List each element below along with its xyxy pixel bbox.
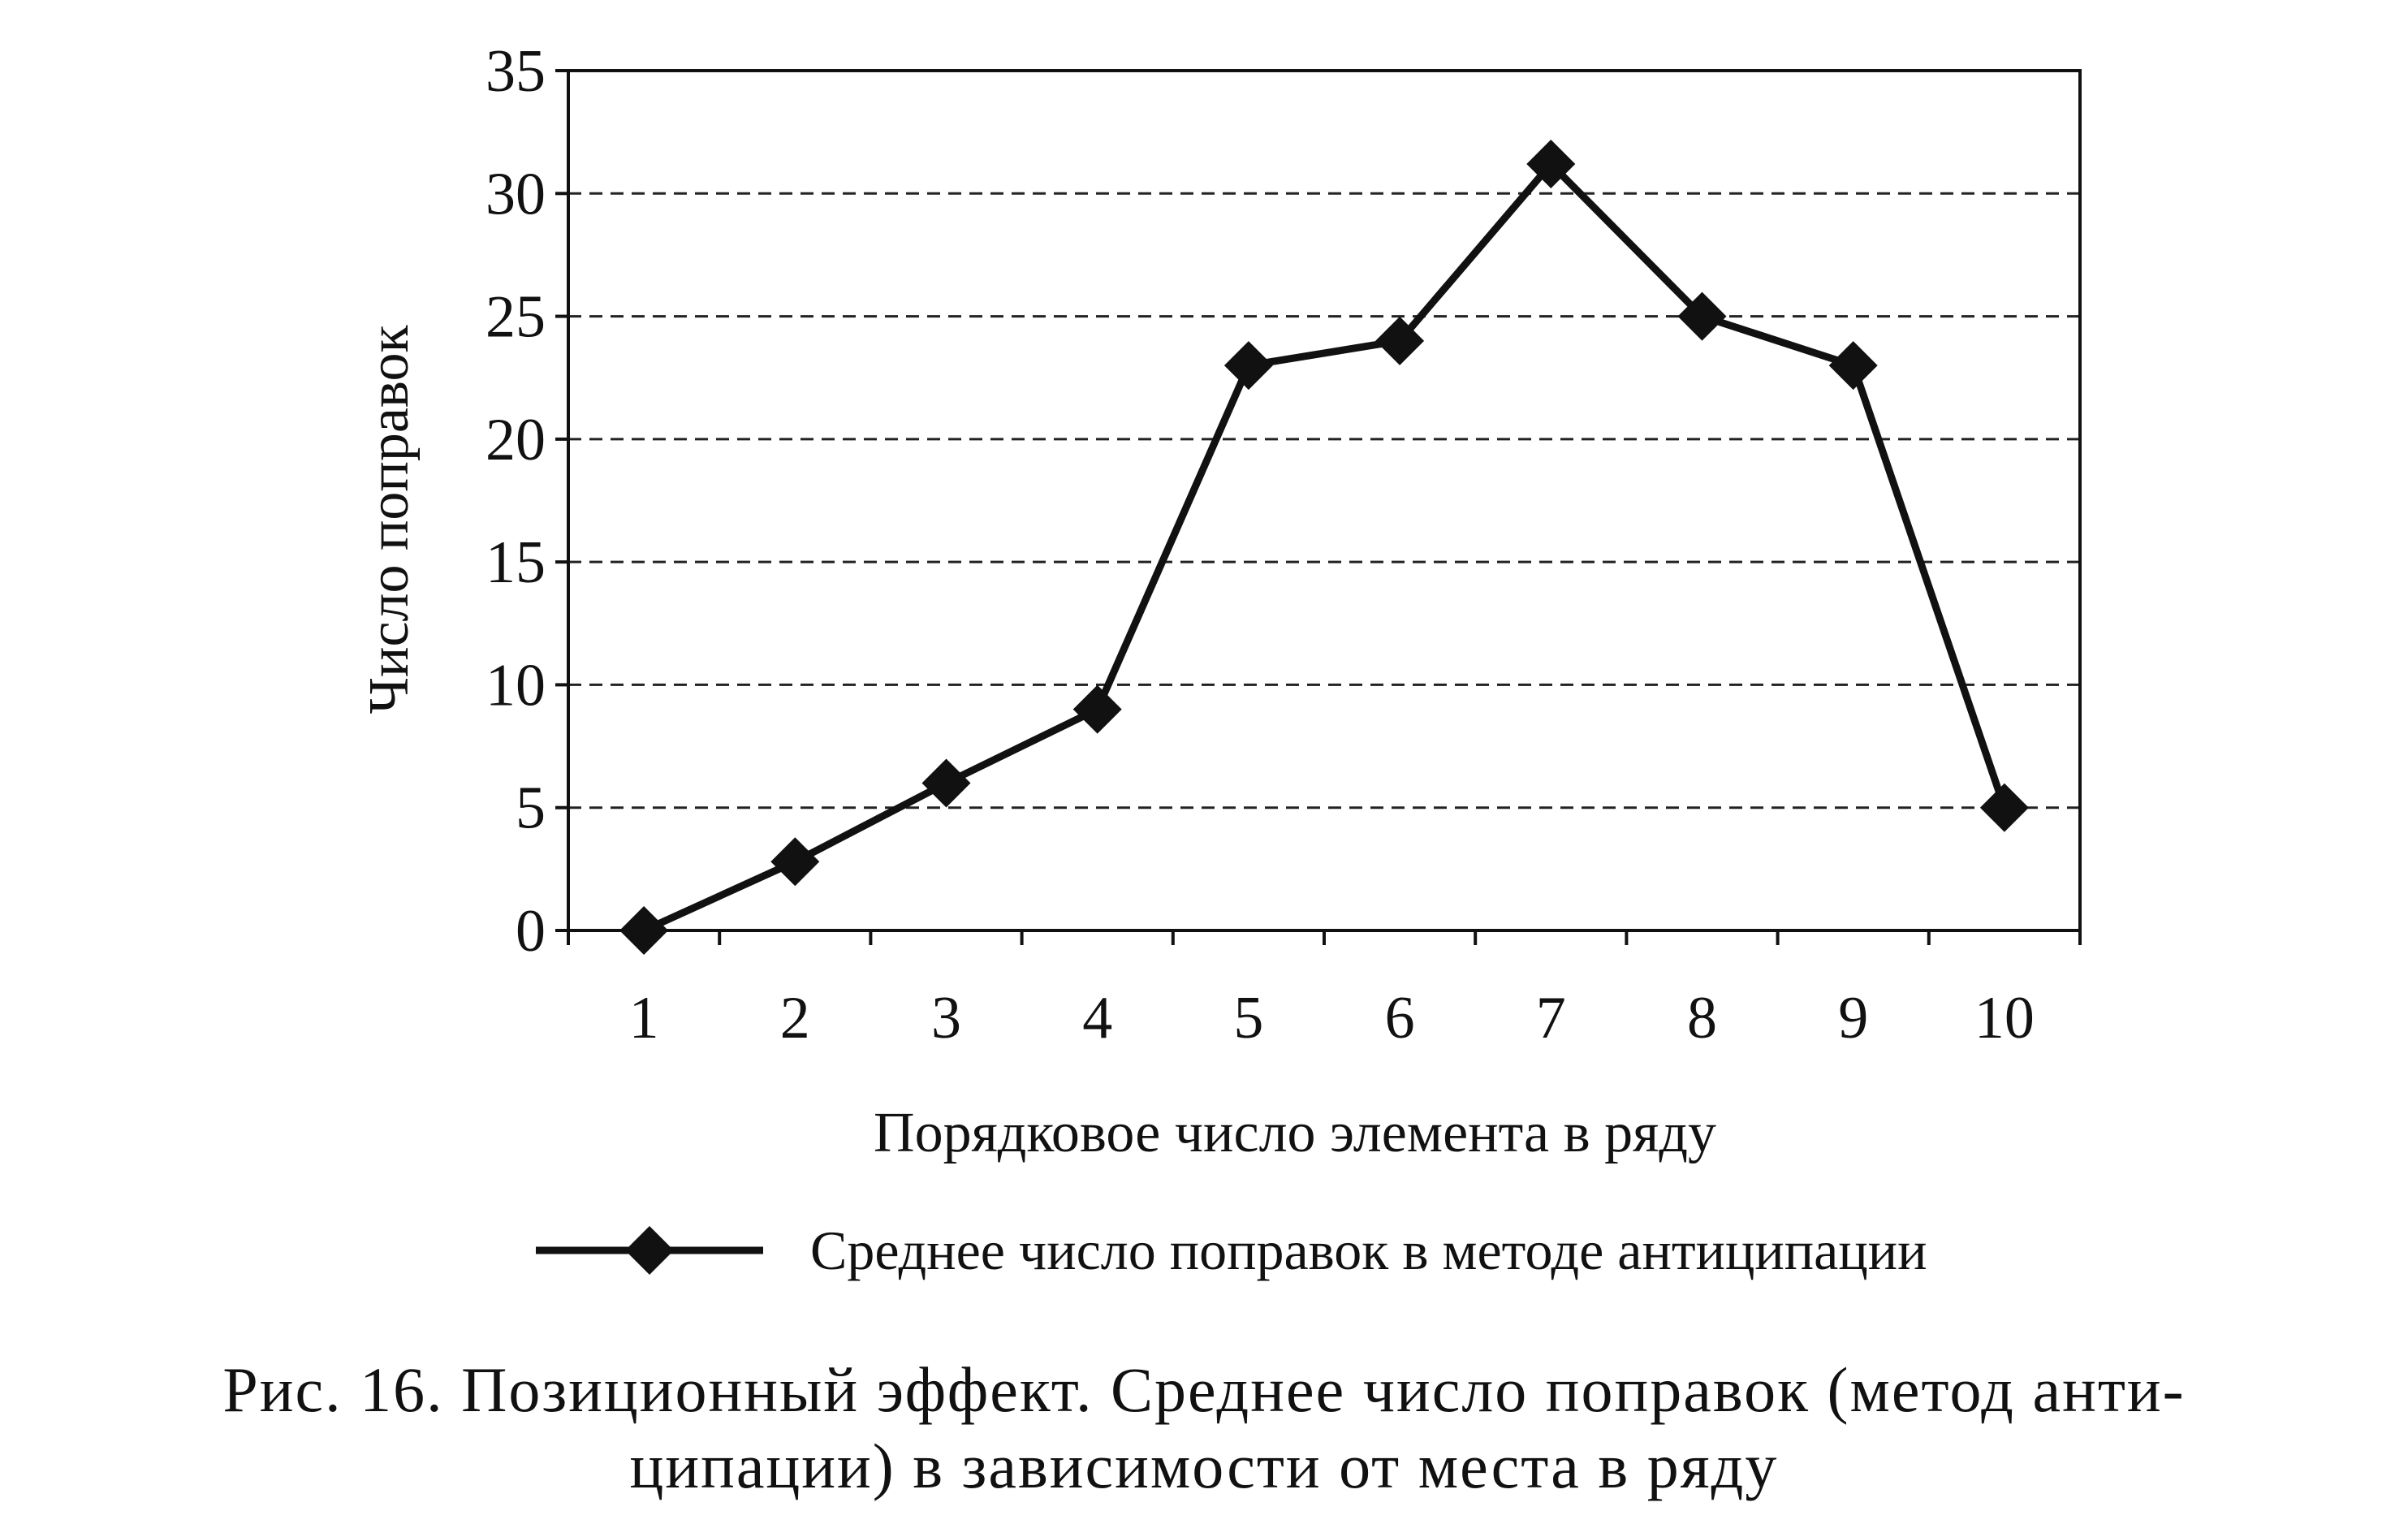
y-axis-title: Число поправок (358, 324, 421, 714)
series (619, 139, 2029, 955)
y-tick-label: 30 (485, 161, 546, 227)
legend-diamond-marker (625, 1226, 674, 1275)
legend-label: Среднее число поправок в методе антиципа… (810, 1220, 1927, 1281)
x-tick-label: 8 (1687, 985, 1717, 1051)
x-tick-label: 10 (1974, 985, 2035, 1051)
x-tick-label: 4 (1082, 985, 1112, 1051)
x-axis-title: Порядковое число элемента в ряду (874, 1102, 1716, 1164)
y-tick-label: 15 (485, 529, 546, 596)
x-tick-label: 3 (931, 985, 961, 1051)
data-point-marker (1677, 291, 1727, 341)
figure-caption: Рис. 16. Позиционный эффект. Среднее чис… (0, 1352, 2408, 1505)
axes (567, 69, 2082, 932)
caption-line-1: Рис. 16. Позиционный эффект. Среднее чис… (222, 1354, 2186, 1425)
caption-line-2: ципации) в зависимости от места в ряду (629, 1431, 1779, 1501)
data-point-marker (921, 758, 971, 808)
y-tick-label: 5 (516, 775, 546, 842)
y-tick-label: 35 (485, 38, 546, 105)
grid-lines (568, 192, 2080, 809)
data-point-marker (1828, 341, 1878, 391)
x-tick-label: 7 (1536, 985, 1566, 1051)
x-axis-ticks: 1 2 3 4 5 6 7 8 9 10 (567, 930, 2082, 1051)
plot-frame (567, 69, 2082, 932)
data-point-marker (1979, 783, 2029, 832)
x-tick-label: 1 (629, 985, 659, 1051)
x-tick-label: 9 (1838, 985, 1868, 1051)
data-point-marker (1223, 341, 1273, 391)
data-point-marker (1526, 139, 1576, 188)
x-tick-label: 6 (1385, 985, 1415, 1051)
y-tick-label: 25 (485, 284, 546, 351)
x-tick-label: 5 (1233, 985, 1263, 1051)
y-tick-label: 20 (485, 407, 546, 473)
y-tick-label: 0 (516, 898, 546, 965)
data-point-marker (619, 906, 669, 955)
data-point-marker (1072, 684, 1122, 734)
data-point-marker (1375, 316, 1425, 365)
legend: Среднее число поправок в методе антиципа… (536, 1220, 1927, 1281)
y-tick-label: 10 (485, 652, 546, 719)
y-axis-ticks: 0 5 10 15 20 25 30 35 (485, 38, 568, 965)
series-line (642, 158, 2009, 935)
data-point-marker (770, 837, 820, 887)
x-tick-label: 2 (780, 985, 810, 1051)
